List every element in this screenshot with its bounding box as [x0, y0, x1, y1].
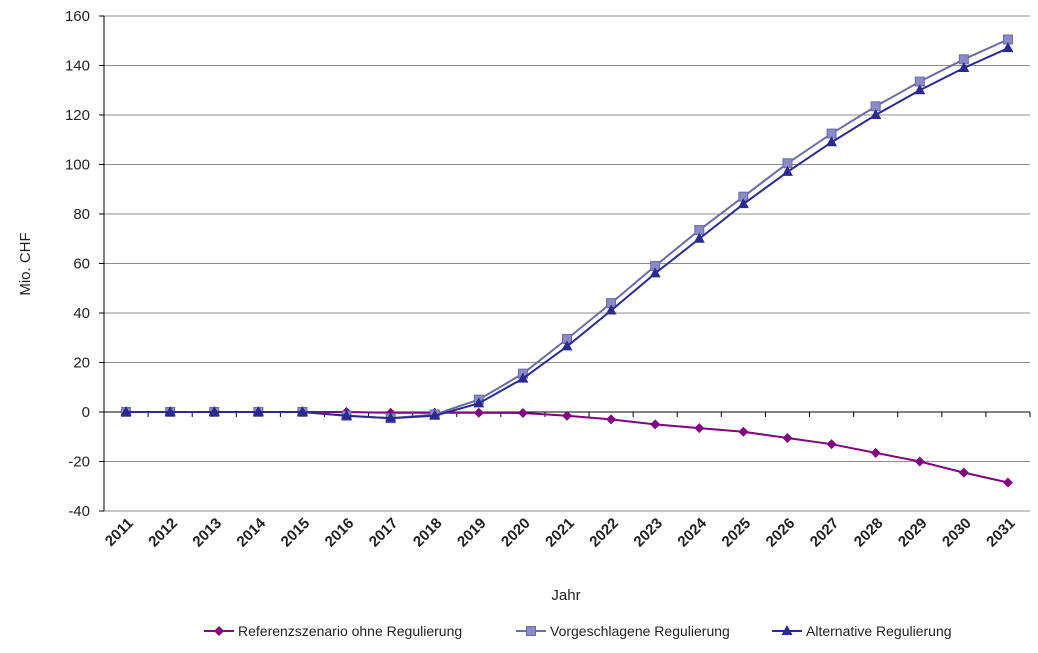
data-point	[120, 406, 132, 416]
x-tick-label: 2025	[719, 515, 755, 551]
x-tick-label: 2018	[410, 515, 446, 551]
data-point	[914, 84, 926, 95]
data-point	[208, 406, 220, 416]
x-tick-label: 2024	[674, 514, 710, 550]
series-line	[126, 411, 1009, 484]
data-point	[650, 419, 661, 430]
legend-item: Referenzszenario ohne Regulierung	[204, 623, 462, 639]
legend-item: Vorgeschlagene Regulierung	[516, 623, 730, 639]
legend-label: Referenzszenario ohne Regulierung	[238, 623, 462, 639]
x-tick-label: 2013	[189, 515, 225, 551]
legend-label: Alternative Regulierung	[806, 623, 952, 639]
x-tick-label: 2015	[278, 515, 314, 551]
x-tick-label: 2029	[895, 515, 931, 551]
data-point	[694, 423, 705, 434]
x-tick-label: 2019	[454, 515, 490, 551]
x-tick-label: 2023	[630, 515, 666, 551]
y-tick-label: 140	[65, 58, 90, 75]
data-point	[473, 407, 484, 418]
data-point	[605, 304, 617, 315]
legend-swatch-marker	[781, 625, 793, 635]
legend-swatch-marker	[526, 626, 536, 636]
data-point	[561, 340, 573, 351]
data-point	[737, 198, 749, 209]
x-tick-label: 2016	[322, 515, 358, 551]
y-tick-label: 20	[73, 355, 90, 372]
x-tick-label: 2020	[498, 515, 534, 551]
data-point	[649, 267, 661, 278]
x-tick-label: 2031	[983, 515, 1019, 551]
x-tick-label: 2021	[542, 515, 578, 551]
data-point	[870, 109, 882, 119]
x-tick-label: 2026	[763, 515, 799, 551]
data-point	[826, 439, 837, 450]
data-point	[517, 372, 529, 383]
x-axis-title: Jahr	[551, 587, 580, 604]
data-point	[296, 406, 308, 416]
legend-swatch-marker	[214, 626, 224, 636]
data-point	[473, 397, 485, 408]
data-point	[782, 432, 793, 443]
x-tick-label: 2030	[939, 515, 975, 551]
legend-item: Alternative Regulierung	[772, 623, 952, 639]
data-point	[781, 165, 793, 176]
x-tick-label: 2011	[102, 515, 137, 550]
data-point	[693, 232, 705, 243]
y-axis-title: Mio. CHF	[17, 232, 34, 295]
series-line	[126, 38, 1009, 420]
data-point	[517, 407, 528, 418]
y-tick-label: 60	[73, 256, 90, 273]
data-point	[252, 406, 264, 416]
x-tick-label: 2022	[586, 515, 622, 551]
series-triangle	[120, 42, 1014, 423]
x-tick-label: 2017	[366, 515, 402, 551]
series-square	[121, 34, 1013, 424]
y-tick-label: 0	[82, 404, 90, 421]
data-point	[870, 447, 881, 458]
y-tick-label: 40	[73, 305, 90, 322]
series-lines	[120, 34, 1014, 488]
x-tick-label: 2014	[234, 514, 270, 550]
data-point	[914, 456, 925, 467]
legend-label: Vorgeschlagene Regulierung	[550, 623, 730, 639]
y-tick-label: 80	[73, 206, 90, 223]
legend: Referenzszenario ohne Regulierung Vorgesc…	[204, 623, 952, 639]
y-tick-label: 100	[65, 157, 90, 174]
grid-lines	[104, 15, 1030, 512]
data-point	[958, 467, 969, 478]
x-tick-label: 2028	[851, 515, 887, 551]
y-tick-label: -40	[68, 503, 90, 520]
series-diamond	[121, 407, 1013, 488]
data-point	[385, 412, 397, 423]
data-point	[826, 136, 838, 147]
data-point	[1002, 42, 1014, 53]
data-point	[341, 409, 353, 420]
data-point	[1002, 477, 1013, 488]
x-tick-label: 2012	[145, 515, 181, 551]
data-point	[429, 409, 441, 420]
data-point	[562, 410, 572, 421]
data-point	[958, 61, 970, 72]
data-point	[606, 414, 617, 425]
data-point	[738, 426, 749, 437]
x-tick-label: 2027	[807, 515, 843, 551]
data-point	[164, 406, 176, 416]
y-tick-label: 160	[65, 8, 90, 25]
y-tick-label: 120	[65, 107, 90, 124]
y-tick-label: -20	[68, 454, 90, 471]
